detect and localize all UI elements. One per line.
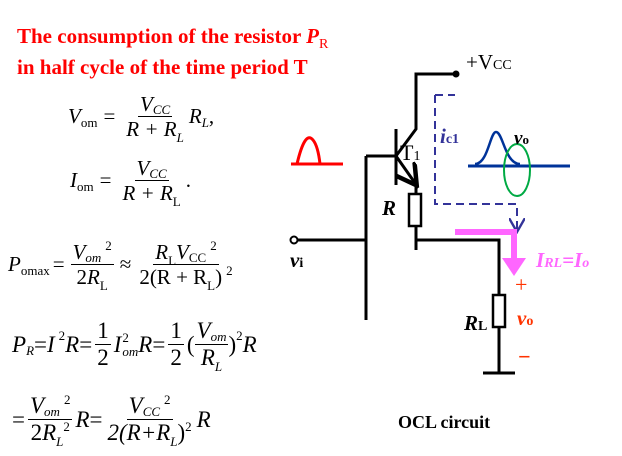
ic1-current-path (434, 95, 517, 230)
resistor-rl (491, 293, 507, 329)
emitter-arrow (394, 155, 415, 183)
input-terminal (289, 235, 299, 245)
vcc-label: +VCC (466, 50, 512, 74)
vcc-terminal (452, 70, 460, 78)
ic1-label: ic1 (440, 124, 460, 148)
minus-sign: − (518, 344, 531, 369)
circuit-wires (298, 72, 515, 375)
resistor-rl-label: RL (464, 311, 488, 335)
irl-arrow (455, 229, 517, 262)
resistor-r-label: R (382, 196, 397, 220)
transistor-label: T1 (400, 140, 421, 165)
resistor-r (407, 192, 423, 228)
circuit-caption: OCL circuit (398, 412, 491, 432)
slide-title-line2: in half cycle of the time period T (17, 55, 308, 79)
output-half-wave (474, 130, 521, 166)
slide-title-line1: The consumption of the resistor PR (17, 24, 329, 53)
vo-label: vo (517, 306, 534, 330)
plus-sign: + (515, 272, 528, 297)
iom-sup-sub: 2 om (122, 329, 139, 359)
highlight-ellipse (503, 143, 531, 197)
vi-label: vi (290, 248, 304, 272)
irl-label: IRL=Io (536, 248, 590, 272)
equation-pr-simplified: = Vom2 2RL2 R = VCC2 2(R+RL)2 R (12, 392, 211, 450)
vo-wave-label: vo (514, 128, 529, 149)
